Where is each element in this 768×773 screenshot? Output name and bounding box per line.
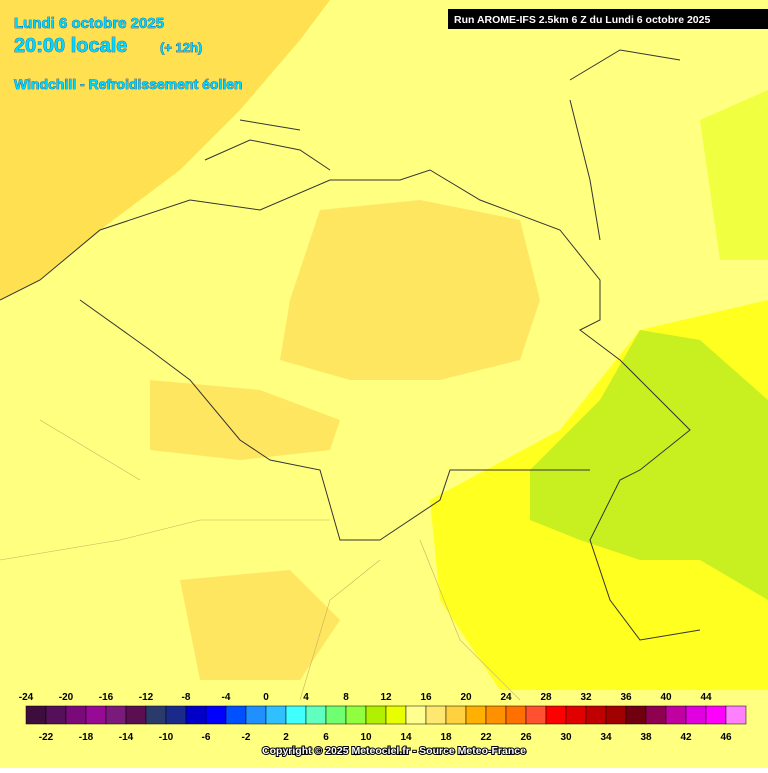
legend-swatch [685,705,707,725]
legend-swatch [485,705,507,725]
legend-swatch [25,705,47,725]
border [79,299,590,541]
legend-swatch [285,705,307,725]
cold-area [530,330,768,600]
legend-swatch [85,705,107,725]
legend-swatch [705,705,727,725]
date: Lundi 6 octobre 2025 [14,15,164,32]
legend-label: -14 [119,732,134,743]
legend: -24-22-20-18-16-14-12-10-8-6-4-202468101… [19,692,747,743]
legend-swatch [305,705,327,725]
legend-swatch [245,705,267,725]
cool-area [700,90,768,260]
legend-label: 20 [460,692,472,703]
legend-swatch [145,705,167,725]
warm-area [280,200,540,380]
legend-label: 8 [343,692,349,703]
legend-label: 2 [283,732,289,743]
legend-label: 46 [720,732,732,743]
legend-label: 32 [580,692,592,703]
legend-label: 40 [660,692,672,703]
legend-label: 12 [380,692,392,703]
legend-swatch [385,705,407,725]
legend-swatch [545,705,567,725]
run-box [448,9,768,29]
legend-label: 6 [323,732,329,743]
warm-area [150,380,340,460]
legend-label: 42 [680,732,692,743]
run-info: Run AROME-IFS 2.5km 6 Z du Lundi 6 octob… [454,14,710,26]
legend-label: -16 [99,692,114,703]
legend-swatch [205,705,227,725]
legend-label: 28 [540,692,552,703]
legend-swatch [585,705,607,725]
legend-swatch [625,705,647,725]
time: 20:00 locale [14,35,127,57]
legend-swatch [125,705,147,725]
region-line [0,419,521,701]
legend-swatch [405,705,427,725]
legend-label: 16 [420,692,432,703]
copyright: Copyright © 2025 Meteociel.fr - Source M… [262,745,526,757]
legend-swatch [565,705,587,725]
legend-label: -8 [182,692,191,703]
border [204,49,681,241]
legend-swatch [45,705,67,725]
legend-label: -20 [59,692,74,703]
legend-swatch [645,705,667,725]
legend-swatch [605,705,627,725]
legend-swatch [445,705,467,725]
legend-label: -6 [202,732,211,743]
lead: (+ 12h) [160,40,202,55]
border [0,169,701,641]
legend-label: -10 [159,732,174,743]
legend-swatch [665,705,687,725]
legend-label: 18 [440,732,452,743]
legend-label: -18 [79,732,94,743]
legend-label: -12 [139,692,154,703]
legend-label: 34 [600,732,612,743]
legend-swatch [105,705,127,725]
legend-label: 24 [500,692,512,703]
legend-label: 38 [640,732,652,743]
legend-swatch [225,705,247,725]
legend-label: -4 [222,692,231,703]
legend-swatch [725,705,747,725]
legend-label: 10 [360,732,372,743]
legend-label: 14 [400,732,412,743]
legend-swatch [325,705,347,725]
legend-swatch [465,705,487,725]
subtitle: Windchill - Refroidissement éolien [14,76,243,92]
legend-swatch [185,705,207,725]
legend-label: 0 [263,692,269,703]
legend-swatch [505,705,527,725]
legend-swatch [525,705,547,725]
legend-label: 4 [303,692,309,703]
legend-label: -24 [19,692,34,703]
legend-swatch [65,705,87,725]
legend-label: 26 [520,732,532,743]
legend-swatch [165,705,187,725]
legend-swatch [365,705,387,725]
legend-label: -22 [39,732,54,743]
legend-label: 30 [560,732,572,743]
legend-label: -2 [242,732,251,743]
sea-area [0,0,330,300]
warm-area [180,570,340,680]
legend-swatch [345,705,367,725]
legend-label: 44 [700,692,712,703]
legend-swatch [425,705,447,725]
legend-label: 36 [620,692,632,703]
legend-swatch [265,705,287,725]
legend-label: 22 [480,732,492,743]
